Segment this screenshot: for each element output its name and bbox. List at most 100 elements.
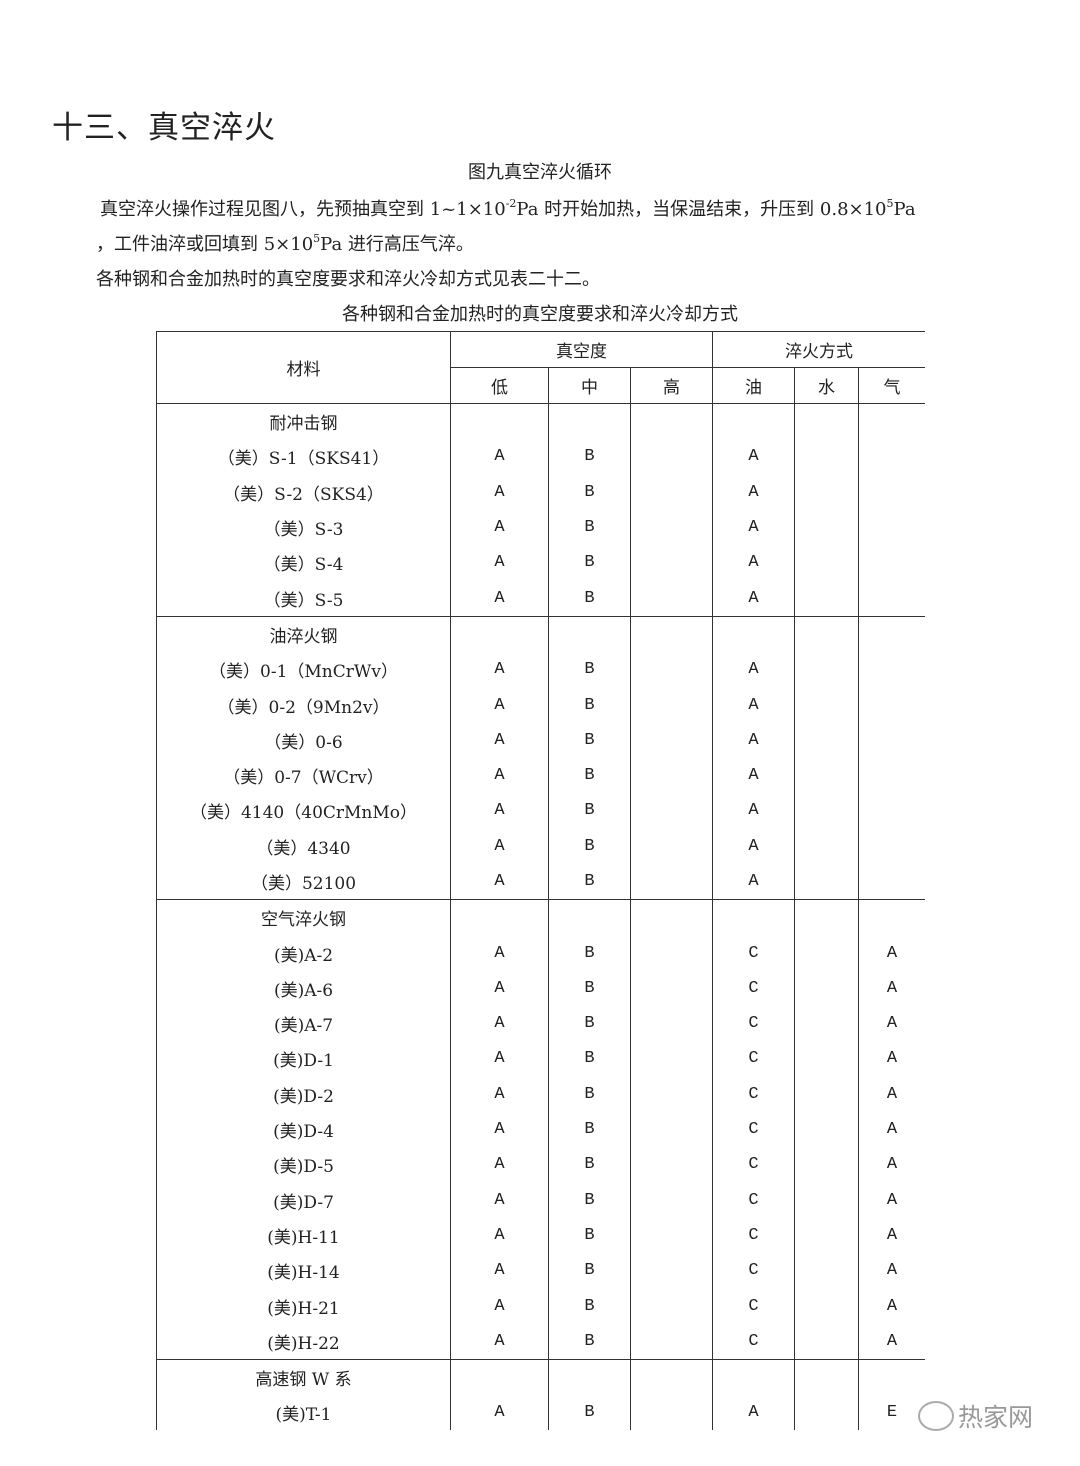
table-row: (美)A-6 A B C A [156, 970, 925, 1007]
header-high: 高 [629, 367, 714, 404]
table-cell [858, 863, 925, 901]
table-cell [794, 935, 860, 971]
table-cell: A [712, 722, 796, 758]
table-cell [858, 828, 925, 864]
material-name: （美）S-3 [156, 509, 451, 546]
text: Pa 时开始加热，当保温结束，升压到 0.8×10 [516, 199, 887, 220]
table-cell [629, 1359, 714, 1396]
material-name: （美）S-5 [156, 580, 451, 617]
material-name: （美）S-4 [156, 545, 451, 581]
table-cell [794, 616, 860, 653]
group-name: 油淬火钢 [156, 616, 451, 653]
table-row: (美)H-21 A B C A [156, 1288, 925, 1324]
table-cell [794, 474, 860, 510]
table-cell [629, 1288, 714, 1324]
text: Pa 进行高压气淬。 [320, 234, 474, 255]
table-cell: A [450, 1182, 549, 1218]
table-cell: A [450, 1076, 549, 1112]
table-cell: E [858, 1395, 925, 1430]
table-cell: A [712, 1395, 796, 1430]
header-vacuum: 真空度 [449, 331, 714, 368]
table-cell: A [712, 828, 796, 864]
table-cell [629, 970, 714, 1007]
header-mid: 中 [548, 367, 631, 404]
text: Pa [893, 199, 916, 220]
table-cell [712, 616, 796, 653]
watermark: 热家网 [918, 1398, 1033, 1434]
table-row: (美)H-11 A B C A [156, 1217, 925, 1254]
table-row: （美）S-5 A B A [156, 580, 925, 617]
table-cell [629, 687, 714, 723]
table-cell [794, 1359, 860, 1396]
material-name: （美）0-2（9Mn2v） [156, 687, 451, 723]
material-name: （美）0-1（MnCrWv） [156, 652, 451, 688]
table-cell [794, 1076, 860, 1112]
table-cell [794, 1041, 860, 1077]
table-cell: A [450, 793, 549, 829]
table-cell [629, 545, 714, 581]
table-cell [794, 580, 860, 617]
table-cell [794, 722, 860, 758]
table-cell: B [548, 1111, 631, 1148]
table-row: (美)D-7 A B C A [156, 1182, 925, 1218]
table-cell [629, 863, 714, 901]
material-name: （美）52100 [156, 863, 451, 901]
table-cell: A [712, 545, 796, 581]
vacuum-quench-table: 材料 真空度 淬火方式 低 中 高 油 水 气 耐冲击钢 （美）S-1（SKS41… [156, 331, 925, 1430]
table-cell: A [450, 828, 549, 864]
group-title-row: 耐冲击钢 [156, 403, 925, 440]
table-cell: A [712, 652, 796, 688]
table-cell [629, 1076, 714, 1112]
superscript: 5 [313, 232, 321, 245]
table-row: （美）0-7（WCrv） A B A [156, 757, 925, 794]
material-name: (美)D-5 [156, 1147, 451, 1183]
table-cell: B [548, 509, 631, 546]
table-cell: A [450, 439, 549, 475]
table-cell: B [548, 828, 631, 864]
table-cell: A [712, 687, 796, 723]
table-cell [794, 403, 860, 440]
group-name: 高速钢 W 系 [156, 1359, 451, 1396]
header-material: 材料 [156, 331, 451, 404]
table-row: （美）4340 A B A [156, 828, 925, 864]
group-title-row: 油淬火钢 [156, 616, 925, 653]
table-cell [858, 757, 925, 794]
header-low: 低 [450, 367, 549, 404]
table-cell: A [712, 863, 796, 901]
table-cell [794, 439, 860, 475]
wechat-icon [918, 1401, 954, 1431]
table-cell [858, 616, 925, 653]
table-cell [794, 1217, 860, 1254]
table-cell: C [712, 970, 796, 1007]
superscript: 5 [886, 197, 894, 210]
header-water: 水 [794, 367, 860, 404]
table-cell: B [548, 580, 631, 617]
table-cell: C [712, 1288, 796, 1324]
table-cell [794, 509, 860, 546]
table-cell [629, 1041, 714, 1077]
group-name: 耐冲击钢 [156, 403, 451, 440]
table-cell [548, 403, 631, 440]
table-cell [629, 1217, 714, 1254]
table-row: （美）0-2（9Mn2v） A B A [156, 687, 925, 723]
table-row: (美)A-7 A B C A [156, 1006, 925, 1042]
table-cell [794, 757, 860, 794]
table-cell [794, 899, 860, 936]
table-cell: B [548, 1253, 631, 1289]
table-cell: B [548, 1395, 631, 1430]
table-cell: A [450, 1217, 549, 1254]
table-cell [794, 1111, 860, 1148]
table-cell [794, 863, 860, 901]
watermark-text: 热家网 [958, 1403, 1034, 1432]
table-cell [629, 828, 714, 864]
table-row: (美)D-4 A B C A [156, 1111, 925, 1148]
table-cell: B [548, 1217, 631, 1254]
table-cell [629, 1111, 714, 1148]
table-row: （美）0-1（MnCrWv） A B A [156, 652, 925, 688]
table-cell: B [548, 722, 631, 758]
table-cell: A [450, 580, 549, 617]
table-cell [548, 1359, 631, 1396]
paragraph-2: 各种钢和合金加热时的真空度要求和淬火冷却方式见表二十二。 [96, 269, 600, 290]
table-cell: A [858, 1006, 925, 1042]
table-cell [858, 580, 925, 617]
